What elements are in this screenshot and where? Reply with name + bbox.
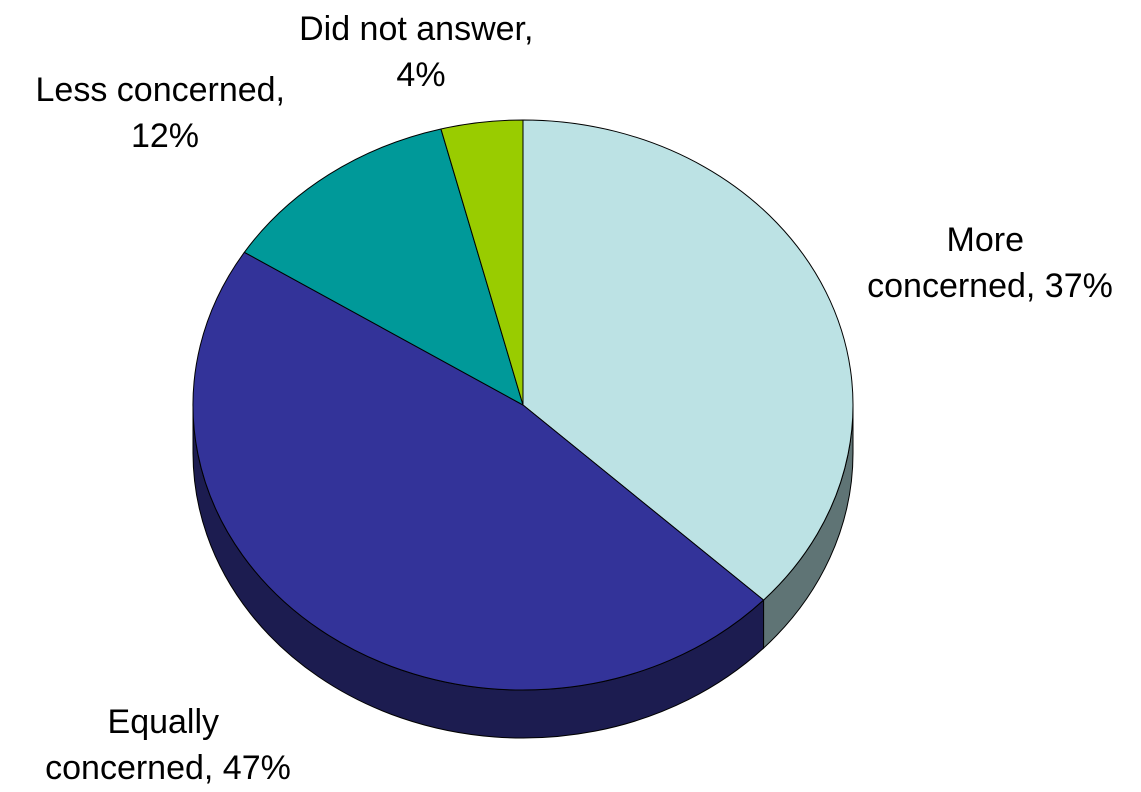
slice-label-did-not-answer: Did not answer, 4% xyxy=(299,10,543,94)
pie-slice-equally-concerned xyxy=(192,251,765,691)
pie-slice-less-concerned xyxy=(243,128,524,406)
pie-slice-did-not-answer xyxy=(440,119,524,406)
pie-slice-more-concerned xyxy=(522,119,854,601)
slice-label-less-concerned: Less concerned, 12% xyxy=(36,71,295,155)
slice-label-equally-concerned: Equally concerned, 47% xyxy=(45,703,291,787)
pie-slices-group xyxy=(192,119,854,691)
slice-label-more-concerned: More concerned, 37% xyxy=(867,221,1113,305)
